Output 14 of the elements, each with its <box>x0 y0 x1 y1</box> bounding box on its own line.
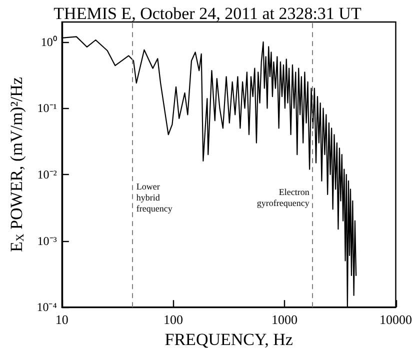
x-axis-title: FREQUENCY, Hz <box>164 330 294 349</box>
chart-title: THEMIS E, October 24, 2011 at 2328:31 UT <box>54 4 362 23</box>
y-tick-label: 10⁻³ <box>37 234 58 248</box>
y-axis-title: EX POWER, (mV/m)²/Hz <box>7 76 26 252</box>
y-tick-label: 10⁰ <box>40 34 57 49</box>
x-tick-label: 10 <box>55 312 68 328</box>
ref-line-label: Lower hybrid frequency <box>136 182 173 214</box>
ref-line-label: Electron gyrofrequency <box>256 187 310 208</box>
x-tick-label: 100 <box>163 312 183 328</box>
y-tick-label: 10⁻⁴ <box>36 300 57 314</box>
y-tick-label: 10⁻¹ <box>37 101 58 116</box>
y-tick-label: 10⁻² <box>37 168 58 182</box>
x-tick-label: 1000 <box>271 312 298 328</box>
x-tick-label: 10000 <box>380 312 412 328</box>
